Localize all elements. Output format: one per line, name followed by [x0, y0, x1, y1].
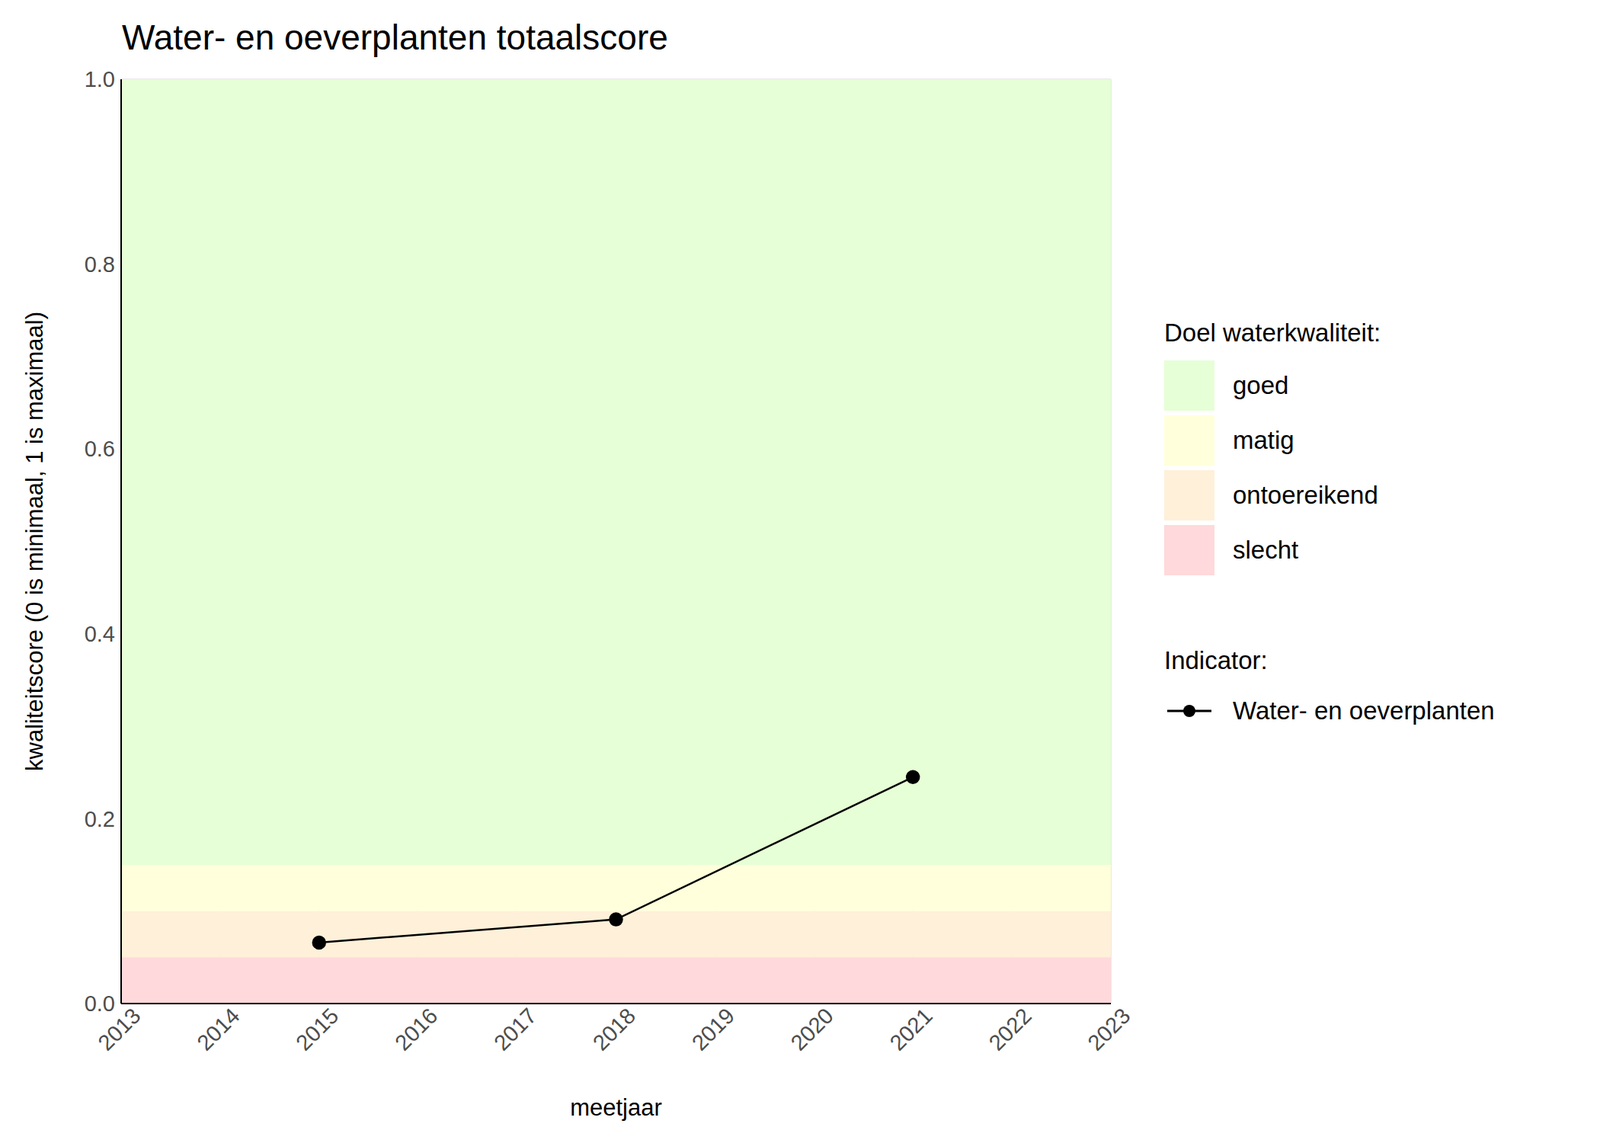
html-text:Water- en oeverplanten totaals: Water- en oeverplanten totaalscore: [121, 17, 669, 58]
html-text:ontoereikend: ontoereikend: [1232, 480, 1379, 509]
svg-text:2019: 2019: [687, 1003, 740, 1056]
svg-text:0.8: 0.8: [84, 252, 116, 277]
svg-text:2022: 2022: [984, 1003, 1037, 1056]
svg-text:0.2: 0.2: [84, 806, 116, 832]
html-text:Indicator:: Indicator:: [1164, 646, 1268, 675]
html-text:Doel waterkwaliteit:: Doel waterkwaliteit:: [1164, 318, 1381, 347]
svg-text:2013: 2013: [93, 1003, 146, 1056]
svg-text:meetjaar: meetjaar: [569, 1094, 663, 1121]
svg-text:2023: 2023: [1082, 1003, 1134, 1056]
svg-text:0.0: 0.0: [84, 991, 116, 1016]
svg-text:2018: 2018: [588, 1003, 640, 1056]
svg-text:2020: 2020: [786, 1003, 839, 1056]
html-text:slecht: slecht: [1232, 535, 1299, 564]
svg-text:2017: 2017: [489, 1003, 541, 1056]
svg-text:2015: 2015: [291, 1003, 343, 1056]
svg-text:2016: 2016: [390, 1003, 442, 1056]
svg-text:2021: 2021: [885, 1003, 938, 1056]
html-text:Water- en oeverplanten: Water- en oeverplanten: [1232, 696, 1495, 725]
html-text:goed: goed: [1232, 371, 1289, 400]
html-text:matig: matig: [1232, 425, 1295, 455]
svg-text:1.0: 1.0: [84, 67, 116, 92]
svg-text:kwaliteitscore (0 is minimaal,: kwaliteitscore (0 is minimaal, 1 is maxi…: [21, 311, 48, 772]
svg-text:2014: 2014: [192, 1003, 244, 1056]
svg-text:0.6: 0.6: [84, 436, 116, 461]
svg-text:0.4: 0.4: [84, 621, 116, 647]
